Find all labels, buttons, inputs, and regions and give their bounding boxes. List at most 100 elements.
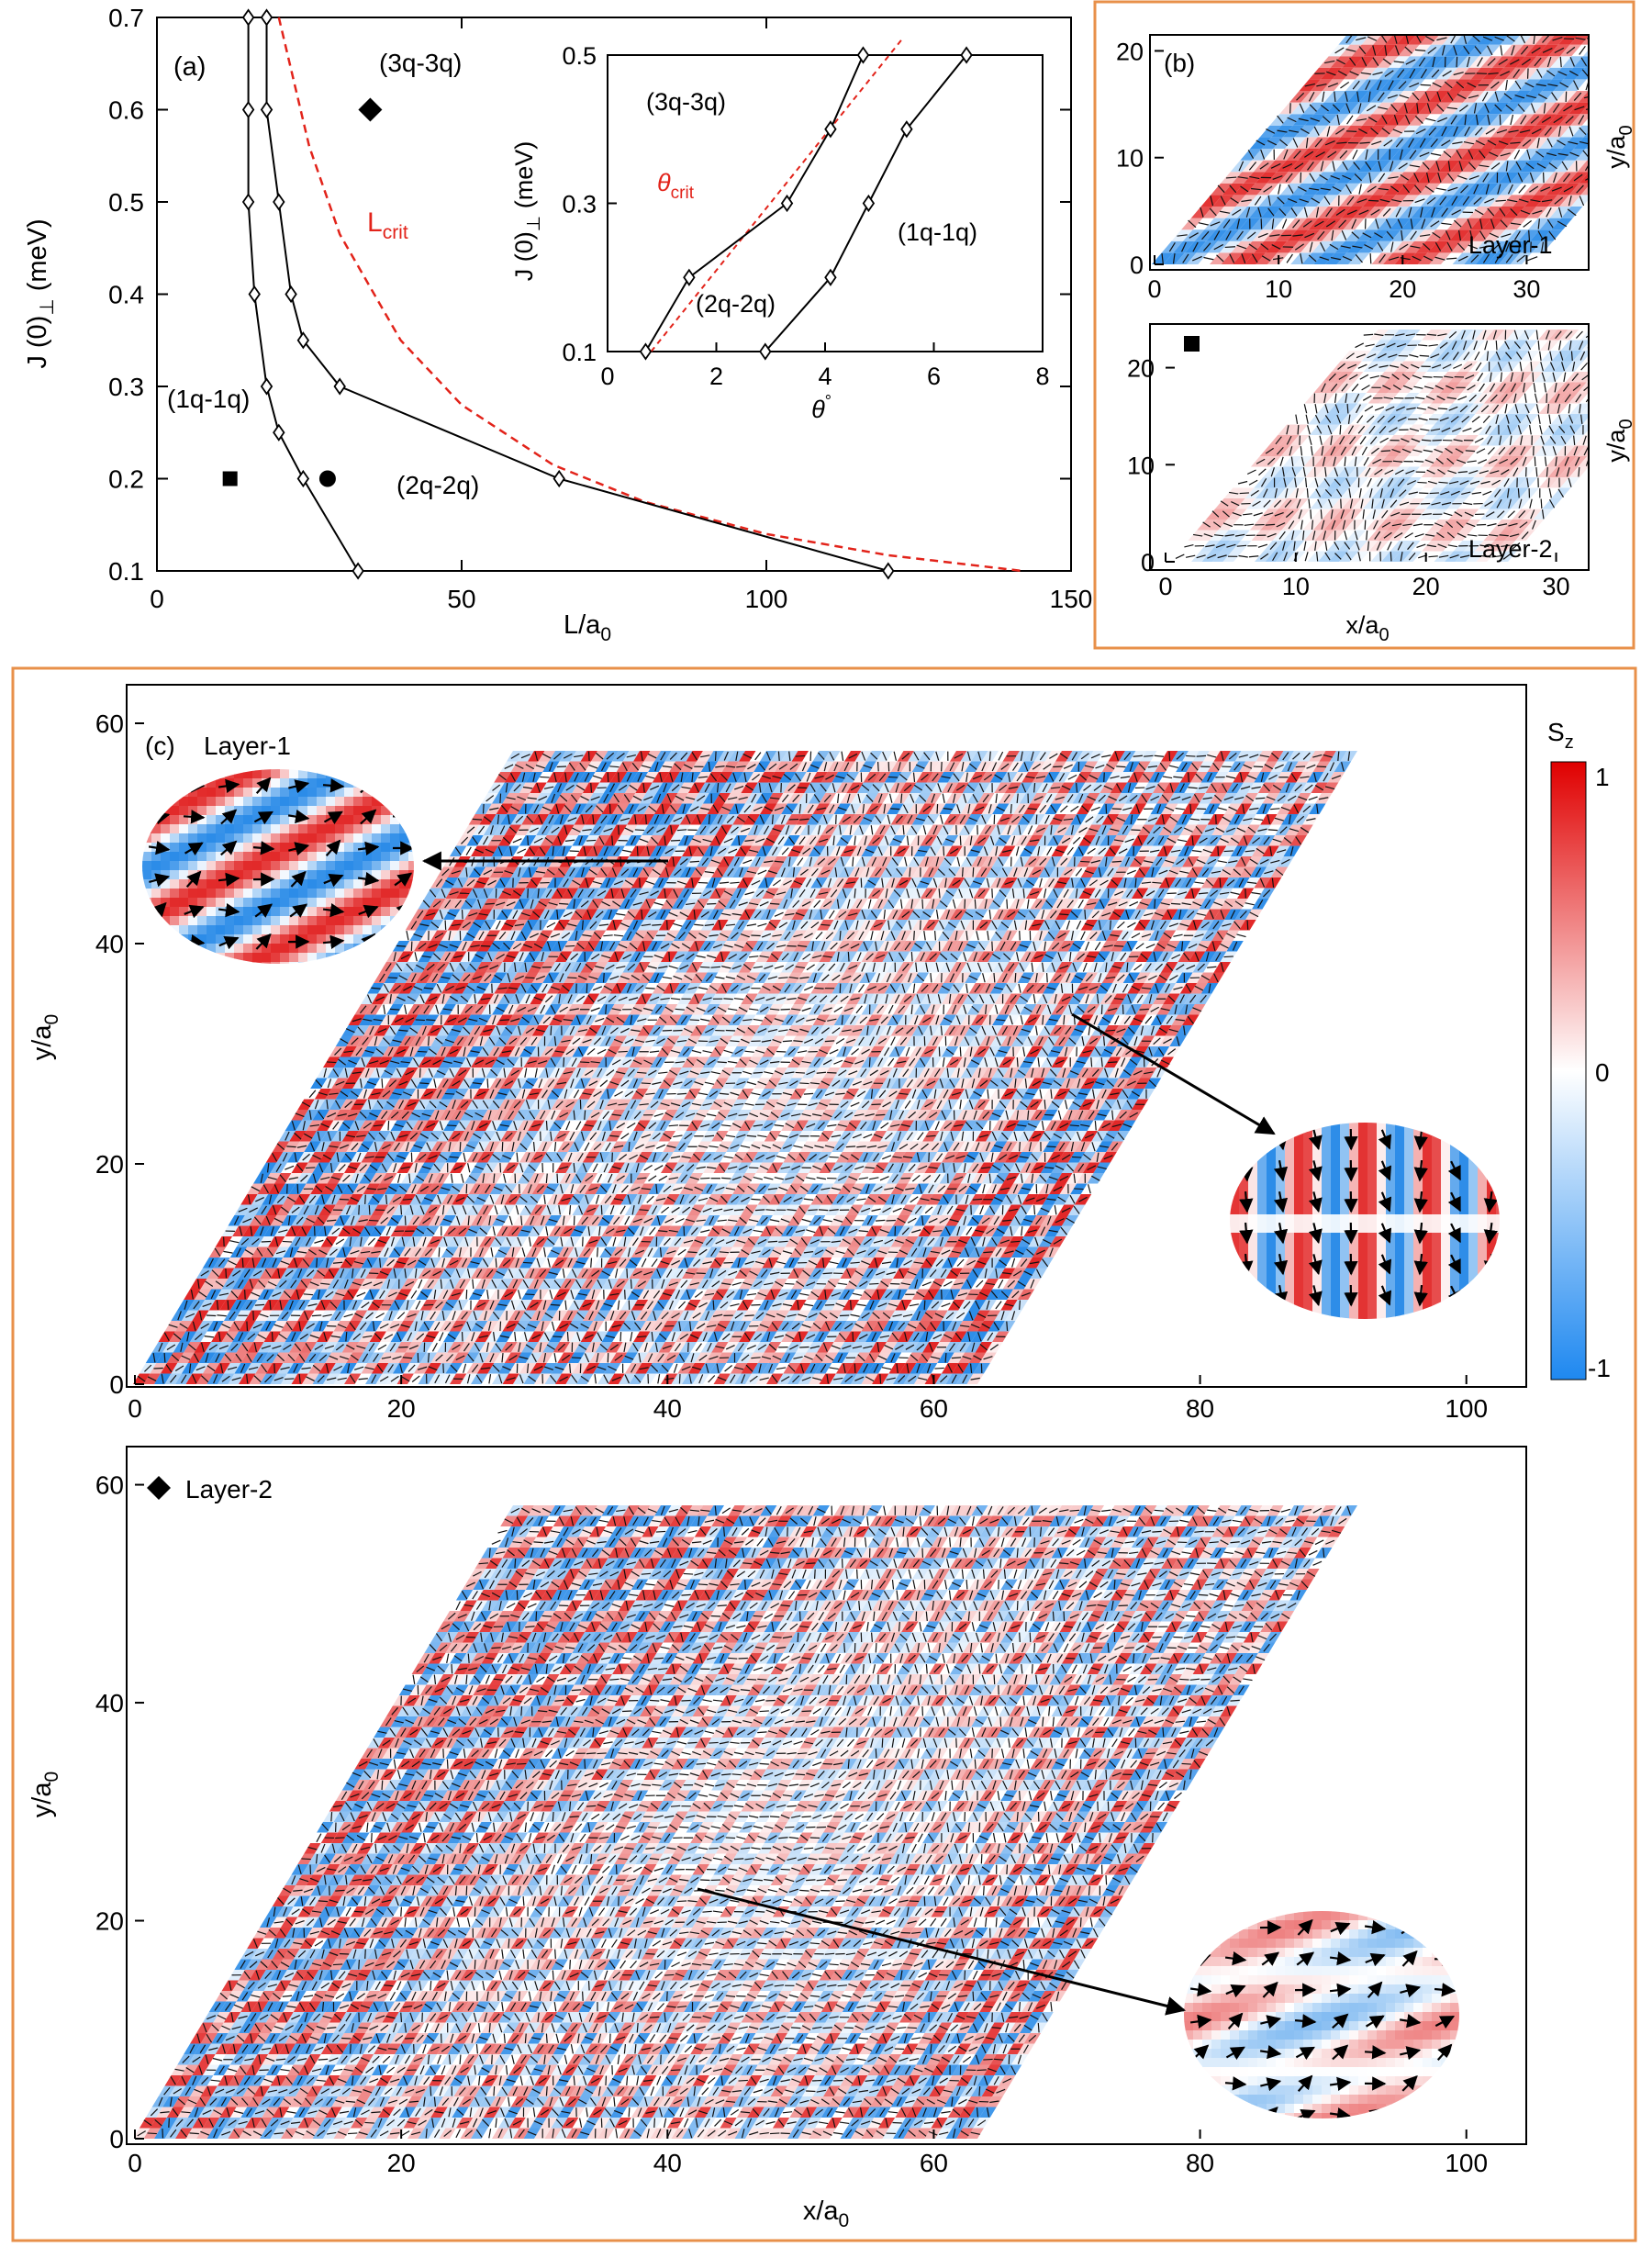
spin-arrow (343, 1313, 353, 1318)
spin-arrow (1388, 176, 1399, 179)
spin-cell (1612, 330, 1631, 341)
spin-arrow (1278, 184, 1281, 195)
spin-arrow (1425, 172, 1430, 184)
map-x-tick-label: 20 (1389, 275, 1416, 303)
spin-arrow (1367, 185, 1377, 193)
spin-arrow (683, 1226, 686, 1236)
spin-arrow (1420, 207, 1423, 218)
spin-arrow (225, 1269, 228, 1279)
spin-arrow (1479, 164, 1490, 168)
spin-arrow (1546, 207, 1552, 218)
spin-cell (1641, 45, 1652, 57)
spin-arrow (673, 1363, 678, 1373)
spin-arrow (1530, 199, 1541, 203)
spin-arrow (1311, 197, 1321, 205)
spin-arrow (694, 1291, 703, 1298)
spin-arrow (1177, 234, 1188, 237)
inset-plot-area (639, 39, 973, 361)
spin-arrow (1246, 231, 1256, 240)
spin-arrow (551, 1321, 555, 1331)
spin-arrow (1591, 363, 1599, 369)
spin-arrow (1446, 257, 1457, 260)
spin-arrow (1528, 229, 1531, 241)
spin-arrow (521, 1247, 526, 1258)
spin-arrow (1426, 196, 1436, 205)
spin-arrow (1358, 209, 1369, 216)
spin-arrow (1378, 187, 1390, 191)
y-tick-label: 0.7 (108, 4, 144, 32)
spin-arrow (708, 1375, 716, 1383)
spin-cell (1622, 68, 1643, 80)
panel-c-frame (11, 666, 1637, 2242)
spin-arrow (1648, 115, 1652, 124)
spin-arrow (1458, 161, 1463, 172)
spin-arrow (1283, 149, 1289, 160)
spin-arrow (1421, 218, 1426, 229)
inset-boundary-point (900, 120, 913, 139)
spin-arrow (1637, 128, 1645, 135)
spin-arrow (1222, 219, 1231, 229)
spin-arrow (1320, 161, 1324, 172)
spin-arrow (1637, 397, 1646, 400)
spin-arrow (1390, 185, 1400, 193)
spin-cell (1635, 79, 1652, 91)
spin-arrow (1210, 221, 1221, 227)
spin-arrow (1188, 219, 1197, 229)
spin-arrow (1254, 196, 1262, 206)
spin-arrow (1331, 229, 1334, 241)
spin-arrow (1484, 197, 1495, 204)
spin-arrow (1617, 408, 1626, 409)
panel-b-layer-1-label: Layer-1 (1468, 231, 1553, 259)
spin-arrow (1599, 38, 1609, 39)
spin-arrow (492, 1226, 496, 1236)
spin-arrow (1299, 198, 1310, 204)
spin-arrow (1307, 162, 1314, 171)
spin-arrow (1523, 219, 1533, 228)
spin-arrow (617, 1300, 620, 1310)
map-y-tick-label: 10 (1116, 145, 1144, 173)
spin-arrow (1364, 520, 1367, 530)
spin-arrow (1467, 218, 1472, 229)
spin-arrow (879, 1374, 882, 1384)
inset-boundary-point (824, 120, 837, 139)
spin-arrow (1490, 162, 1501, 170)
spin-cell (1629, 372, 1648, 383)
spin-arrow (1517, 173, 1524, 183)
spin-arrow (488, 1374, 492, 1384)
spin-arrow (1591, 426, 1596, 434)
spin-arrow (1635, 375, 1644, 379)
spin-arrow (311, 1314, 322, 1317)
spin-arrow (1021, 1226, 1023, 1236)
spin-arrow (1189, 232, 1199, 239)
spin-arrow (1365, 161, 1372, 171)
spin-cell (1579, 172, 1589, 184)
spin-cell (1609, 383, 1628, 394)
spin-arrow (1642, 95, 1652, 97)
spin-cell (1602, 91, 1623, 103)
spin-arrow (367, 1237, 376, 1246)
spin-arrow (1241, 199, 1252, 203)
spin-arrow (1314, 220, 1324, 228)
spin-arrow (1288, 184, 1294, 195)
spin-arrow (1419, 354, 1430, 357)
spin-cell (1588, 90, 1589, 91)
spin-arrow (1229, 253, 1235, 264)
spin-arrow (1622, 364, 1630, 368)
spin-arrow (1518, 198, 1530, 203)
phase-boundary-point (260, 8, 273, 27)
map-y-tick-label: 20 (1127, 355, 1155, 383)
map-x-tick-label: 10 (1265, 275, 1292, 303)
spin-arrow (241, 1258, 244, 1268)
spin-cell (1595, 45, 1616, 57)
inset-x-tick-label: 4 (818, 363, 832, 390)
spin-arrow (1548, 230, 1557, 240)
spin-arrow (1286, 253, 1293, 263)
spin-cell (1612, 79, 1633, 91)
spin-arrow (687, 1342, 689, 1352)
inset-y-axis-label: J (0)⊥ (meV) (510, 141, 544, 281)
spin-arrow (1423, 375, 1433, 378)
spin-cell (1606, 362, 1625, 373)
spin-cell (1603, 103, 1624, 115)
spin-arrow (1011, 1258, 1016, 1268)
spin-arrow (751, 1303, 761, 1306)
